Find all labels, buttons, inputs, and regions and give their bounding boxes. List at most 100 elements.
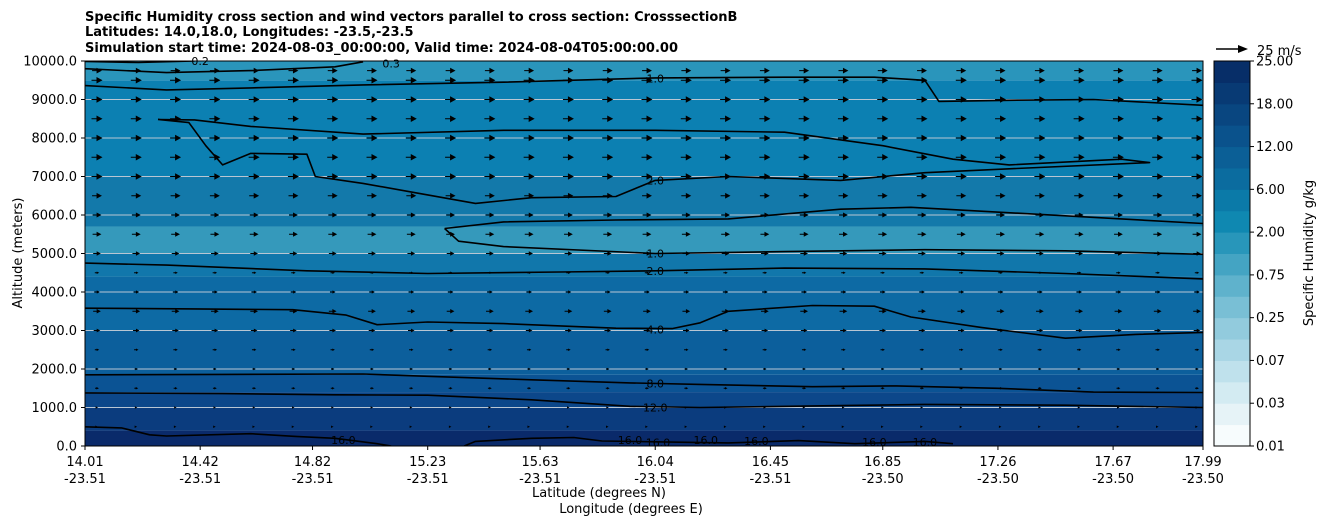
wind-arrow-icon-8-2 [175, 212, 180, 218]
wind-arrow-icon-16-28 [1196, 367, 1199, 371]
wind-arrow-icon-15-8 [410, 348, 414, 352]
wind-arrow-icon-18-25 [1077, 406, 1081, 409]
wind-arrow-icon-16-14 [646, 367, 649, 371]
wind-arrow-icon-6-9 [450, 173, 457, 180]
wind-arrow-icon-15-1 [135, 348, 139, 352]
x-tick-label-lon-10: -23.50 [1182, 472, 1224, 487]
wind-arrow-icon-19-12 [566, 425, 570, 428]
wind-arrow-icon-13-27 [1157, 309, 1162, 314]
wind-arrow-icon-10-5 [293, 251, 298, 256]
wind-arrow-icon-8-11 [528, 212, 534, 218]
wind-arrow-icon-4-12 [567, 134, 574, 142]
wind-arrow-icon-3-0 [96, 115, 103, 122]
wind-arrow-icon-11-4 [253, 271, 257, 275]
wind-arrow-icon-4-20 [882, 134, 889, 142]
y-axis-label: Altitude (meters) [11, 198, 26, 309]
wind-arrow-icon-5-10 [489, 154, 496, 161]
wind-arrow-icon-15-27 [1157, 348, 1160, 352]
contour-label-0-0: 16.0 [331, 434, 356, 447]
wind-arrow-icon-9-3 [214, 231, 220, 237]
wind-arrow-icon-3-18 [803, 115, 810, 122]
wind-arrow-icon-7-7 [371, 192, 377, 199]
wind-arrow-icon-6-20 [882, 173, 889, 180]
wind-arrow-icon-12-26 [1118, 290, 1122, 294]
wind-arrow-icon-16-25 [1078, 367, 1081, 371]
wind-arrow-icon-19-23 [998, 425, 1002, 428]
y-tick-label-5: 5000.0 [32, 247, 78, 262]
wind-arrow-icon-16-17 [764, 367, 767, 371]
contour-line-9 [85, 76, 1203, 107]
y-tick-label-6: 6000.0 [32, 209, 78, 224]
wind-arrow-icon-10-24 [1039, 251, 1044, 256]
wind-arrow-icon-17-20 [882, 387, 885, 390]
x-tick-label-lat-3: 15.23 [409, 455, 446, 470]
wind-arrow-icon-8-10 [489, 212, 495, 218]
wind-arrow-icon-8-28 [1196, 212, 1202, 218]
wind-arrow-icon-4-13 [607, 134, 614, 142]
wind-arrow-icon-5-16 [725, 154, 732, 161]
wind-arrow-icon-10-14 [646, 251, 651, 256]
wind-arrow-icon-6-4 [253, 173, 260, 180]
wind-arrow-icon-7-4 [253, 192, 260, 199]
wind-arrow-icon-6-28 [1196, 173, 1203, 180]
colorbar-label: Specific Humidity g/kg [1302, 180, 1317, 326]
wind-key-arrow-icon [1238, 45, 1248, 53]
wind-arrow-icon-0-21 [921, 67, 927, 74]
contour-label-5-0: 2.0 [646, 265, 664, 278]
wind-arrow-icon-7-17 [764, 192, 770, 199]
x-tick-label-lat-1: 14.42 [182, 455, 219, 470]
humidity-band-0 [85, 430, 1203, 446]
x-tick-label-lat-4: 15.63 [521, 455, 558, 470]
wind-arrow-icon-0-6 [332, 67, 338, 74]
wind-arrow-icon-7-9 [450, 192, 456, 199]
wind-arrow-icon-18-4 [252, 406, 256, 409]
wind-arrow-icon-17-14 [646, 387, 649, 390]
wind-arrow-icon-18-20 [881, 406, 884, 409]
wind-arrow-icon-5-19 [842, 154, 849, 161]
wind-arrow-icon-16-11 [528, 367, 531, 371]
wind-arrow-icon-6-0 [96, 173, 103, 180]
wind-arrow-icon-3-17 [764, 115, 771, 122]
wind-arrow-icon-13-19 [843, 309, 848, 314]
colorbar-frame [1213, 60, 1251, 447]
wind-arrow-icon-17-7 [371, 387, 374, 390]
wind-arrow-icon-17-10 [489, 387, 492, 390]
wind-arrow-icon-2-27 [1157, 96, 1164, 103]
wind-arrow-icon-2-3 [214, 96, 221, 103]
wind-arrow-icon-18-8 [409, 406, 413, 409]
wind-arrow-icon-2-28 [1196, 96, 1203, 103]
wind-arrow-icon-19-14 [645, 425, 648, 428]
wind-arrow-icon-6-25 [1078, 173, 1085, 180]
wind-arrow-icon-13-23 [1000, 309, 1005, 314]
wind-arrow-icon-6-17 [764, 173, 771, 180]
wind-arrow-icon-18-27 [1156, 406, 1159, 409]
wind-arrow-icon-10-4 [253, 251, 258, 256]
wind-arrow-icon-11-3 [214, 271, 218, 275]
wind-arrow-icon-6-13 [607, 173, 614, 180]
contour-line-6 [444, 227, 1203, 256]
wind-arrow-icon-9-1 [135, 231, 141, 237]
wind-arrow-icon-12-5 [293, 290, 297, 294]
y-tick-label-4: 4000.0 [32, 286, 78, 301]
wind-arrow-icon-19-27 [1156, 425, 1159, 428]
wind-arrow-icon-18-13 [606, 406, 609, 409]
wind-arrow-icon-19-25 [1077, 425, 1080, 428]
wind-arrow-icon-4-22 [960, 134, 967, 142]
wind-arrow-icon-15-17 [764, 348, 768, 352]
wind-arrow-icon-7-13 [607, 192, 613, 199]
wind-arrow-icon-16-4 [253, 367, 256, 371]
wind-arrow-icon-12-15 [686, 290, 690, 294]
colorbar-segment-5 [1214, 317, 1250, 340]
wind-arrow-icon-16-3 [214, 367, 217, 371]
wind-arrow-icon-9-0 [96, 231, 102, 237]
wind-arrow-icon-12-8 [411, 290, 415, 294]
wind-arrow-icon-18-23 [999, 406, 1002, 409]
wind-arrow-icon-14-15 [685, 328, 690, 333]
colorbar-segment-13 [1214, 146, 1250, 169]
colorbar-tick-label-6: 0.25 [1256, 311, 1285, 326]
wind-arrow-icon-11-13 [607, 271, 610, 275]
wind-arrow-icon-14-24 [1039, 328, 1044, 333]
wind-arrow-icon-7-0 [96, 192, 102, 199]
wind-arrow-icon-7-21 [921, 192, 927, 199]
wind-arrow-icon-1-1 [135, 77, 142, 84]
